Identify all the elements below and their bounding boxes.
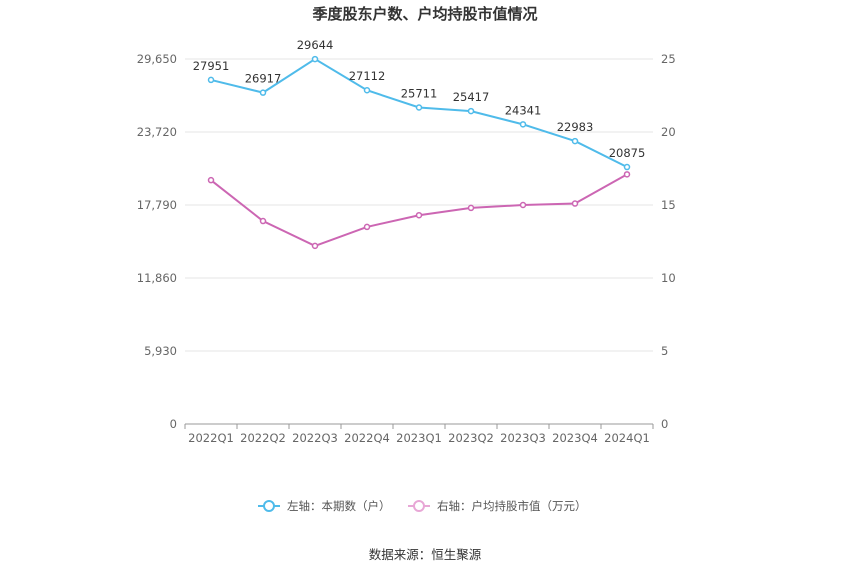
data-point[interactable]	[259, 89, 267, 96]
left-tick-label: 17,790	[137, 198, 177, 212]
x-tick-label: 2022Q1	[188, 431, 234, 445]
right-tick-label: 20	[661, 125, 676, 139]
data-label: 24341	[505, 103, 542, 117]
data-point[interactable]	[311, 55, 319, 63]
data-label: 22983	[557, 120, 594, 134]
x-tick-label: 2023Q1	[396, 431, 442, 445]
x-axis: 2022Q1 2022Q2 2022Q3 2022Q4 2023Q1 2023Q2 2023…	[184, 423, 654, 445]
data-point[interactable]	[519, 121, 527, 128]
data-point[interactable]	[571, 137, 579, 145]
x-tick-label: 2023Q4	[552, 431, 598, 445]
chart-title: 季度股东户数、户均持股市值情况	[312, 5, 537, 23]
data-point[interactable]	[311, 242, 319, 250]
right-tick-label: 10	[661, 271, 676, 285]
left-tick-label: 23,720	[137, 125, 177, 139]
data-point[interactable]	[571, 200, 579, 207]
data-label: 26917	[245, 72, 282, 86]
data-point[interactable]	[519, 201, 527, 209]
data-point[interactable]	[415, 211, 423, 219]
data-label: 27112	[349, 69, 386, 83]
right-tick-label: 5	[661, 344, 668, 358]
data-point[interactable]	[363, 86, 371, 94]
data-point[interactable]	[623, 163, 631, 171]
data-point[interactable]	[415, 104, 423, 111]
left-tick-label: 5,930	[144, 344, 177, 358]
data-point[interactable]	[207, 176, 215, 184]
data-point[interactable]	[259, 217, 267, 225]
data-label: 25711	[401, 86, 438, 100]
right-tick-label: 0	[661, 417, 668, 431]
data-label: 25417	[453, 90, 490, 104]
left-tick-label: 29,650	[137, 52, 177, 66]
left-tick-label: 0	[170, 417, 177, 431]
x-tick-label: 2024Q1	[604, 431, 650, 445]
legend-item-2[interactable]: 右轴：户均持股市值（万元）	[408, 499, 587, 513]
x-tick-label: 2023Q2	[448, 431, 494, 445]
series-layer: 27951 26917 29644 27112 25711 25417 24341 22983…	[193, 38, 646, 250]
data-label: 29644	[297, 38, 334, 52]
legend-label: 左轴：本期数（户）	[287, 499, 391, 513]
data-point[interactable]	[623, 171, 631, 178]
legend-marker	[413, 500, 425, 512]
data-point[interactable]	[207, 76, 215, 84]
x-tick-label: 2022Q4	[344, 431, 390, 445]
data-label: 27951	[193, 59, 230, 73]
series-line-2	[210, 173, 628, 247]
left-axis-ticks: 0 5,930 11,860 17,790 23,720 29,650	[137, 52, 177, 431]
right-tick-label: 15	[661, 198, 676, 212]
left-tick-label: 11,860	[137, 271, 177, 285]
legend-item-1[interactable]: 左轴：本期数（户）	[258, 499, 391, 513]
x-tick-label: 2022Q3	[292, 431, 338, 445]
legend-label: 右轴：户均持股市值（万元）	[437, 499, 587, 513]
legend-marker	[263, 500, 275, 512]
right-tick-label: 25	[661, 52, 676, 66]
x-tick-label: 2022Q2	[240, 431, 286, 445]
data-source: 数据来源：恒生聚源	[369, 547, 482, 562]
data-point[interactable]	[467, 204, 475, 212]
right-axis-ticks: 0 5 10 15 20 25	[661, 52, 676, 431]
data-point[interactable]	[467, 107, 475, 115]
data-point[interactable]	[363, 223, 371, 231]
data-label: 20875	[609, 146, 646, 160]
grid-lines	[185, 58, 653, 352]
legend[interactable]: 左轴：本期数（户） 右轴：户均持股市值（万元）	[258, 499, 587, 513]
x-tick-label: 2023Q3	[500, 431, 546, 445]
